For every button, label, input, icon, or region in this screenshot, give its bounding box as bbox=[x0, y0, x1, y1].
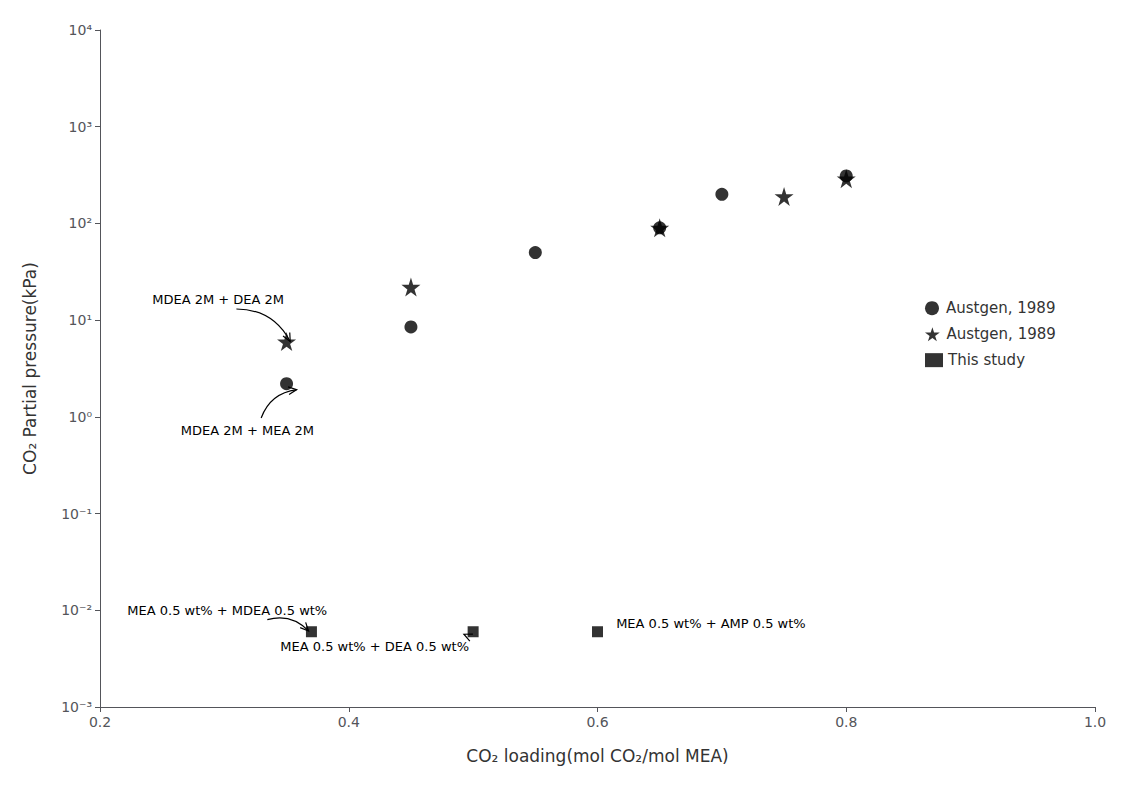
svg-text:CO₂ loading(mol CO₂/mol MEA): CO₂ loading(mol CO₂/mol MEA) bbox=[466, 746, 728, 766]
svg-text:10⁴: 10⁴ bbox=[69, 22, 93, 38]
svg-text:1.0: 1.0 bbox=[1084, 714, 1106, 730]
svg-text:10²: 10² bbox=[69, 215, 92, 231]
svg-text:Austgen, 1989: Austgen, 1989 bbox=[946, 325, 1055, 343]
svg-text:0.2: 0.2 bbox=[89, 714, 111, 730]
svg-text:MDEA 2M + MEA 2M: MDEA 2M + MEA 2M bbox=[181, 423, 314, 438]
svg-text:0.8: 0.8 bbox=[835, 714, 857, 730]
svg-text:MDEA 2M + DEA 2M: MDEA 2M + DEA 2M bbox=[152, 292, 284, 307]
svg-text:10⁻²: 10⁻² bbox=[61, 602, 92, 618]
svg-text:10³: 10³ bbox=[69, 119, 92, 135]
svg-text:10⁻¹: 10⁻¹ bbox=[61, 506, 92, 522]
svg-text:This study: This study bbox=[947, 351, 1025, 369]
svg-text:Austgen, 1989: Austgen, 1989 bbox=[946, 299, 1055, 317]
svg-text:10⁻³: 10⁻³ bbox=[61, 699, 92, 715]
svg-text:MEA 0.5 wt% + AMP 0.5 wt%: MEA 0.5 wt% + AMP 0.5 wt% bbox=[616, 616, 805, 631]
svg-text:10⁰: 10⁰ bbox=[69, 409, 93, 425]
svg-text:0.4: 0.4 bbox=[338, 714, 360, 730]
svg-text:MEA 0.5 wt% + DEA 0.5 wt%: MEA 0.5 wt% + DEA 0.5 wt% bbox=[280, 639, 469, 654]
svg-text:CO₂ Partial pressure(kPa): CO₂ Partial pressure(kPa) bbox=[20, 262, 40, 475]
svg-text:MEA 0.5 wt% + MDEA 0.5 wt%: MEA 0.5 wt% + MDEA 0.5 wt% bbox=[127, 603, 327, 618]
svg-text:10¹: 10¹ bbox=[69, 312, 92, 328]
svg-text:0.6: 0.6 bbox=[586, 714, 608, 730]
